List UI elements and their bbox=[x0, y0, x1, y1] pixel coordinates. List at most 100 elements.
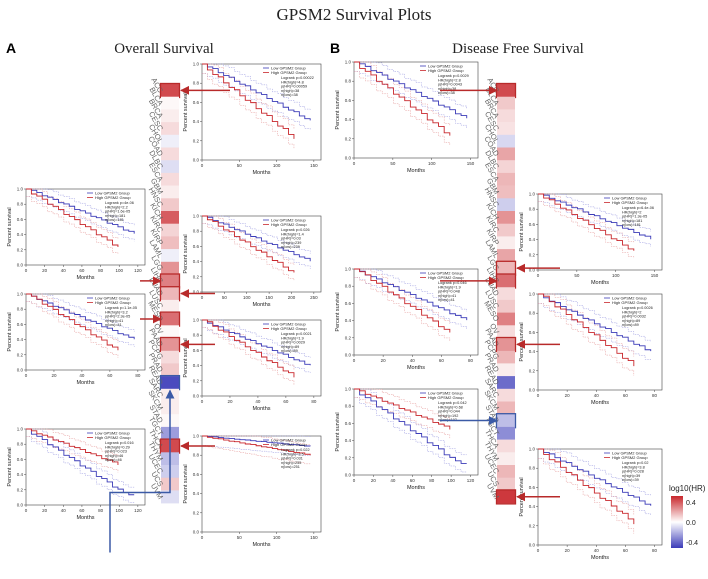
km-plot-os-luad: 0.0 0.2 0.4 0.6 0.8 1.0 0 50 100 150 200 250 Months P… bbox=[183, 214, 322, 308]
y-tick-label: 0.0 bbox=[345, 353, 352, 358]
y-tick-label: 0.4 bbox=[345, 438, 352, 443]
low-ci-lower bbox=[26, 196, 135, 242]
high-ci-lower bbox=[354, 277, 451, 342]
x-axis-label: Months bbox=[407, 365, 425, 371]
x-tick-label: 60 bbox=[283, 399, 289, 404]
dfs-cell-uvm bbox=[497, 490, 515, 504]
y-tick-label: 0.8 bbox=[193, 333, 200, 338]
high-ci-upper bbox=[538, 193, 635, 244]
x-tick-label: 0 bbox=[353, 161, 356, 166]
y-axis-label: Percent survival bbox=[183, 92, 189, 131]
stat-line: n(high)=192 bbox=[438, 414, 458, 418]
km-plot-dfs-uvm: 0.00.20.40.60.81.00 20 40 60 80MonthsPercent… bbox=[519, 447, 663, 561]
dfs-cell-cesc bbox=[497, 122, 515, 136]
x-tick-label: 150 bbox=[265, 295, 273, 300]
legend-low: Low GPSM2 Group bbox=[612, 296, 647, 301]
dfs-cell-kirc bbox=[497, 223, 515, 237]
os-cell-dlbc bbox=[161, 160, 179, 174]
x-tick-label: 20 bbox=[371, 478, 377, 483]
stat-line: n(high)=181 bbox=[622, 219, 642, 223]
km-plot-dfs-lihc: 0.0 0.2 0.4 0.6 0.8 1.0 0 20 40 60 80 Months Percent… bbox=[335, 267, 479, 371]
low-ci-lower bbox=[26, 436, 135, 503]
dfs-highlight-uvm bbox=[495, 489, 517, 505]
x-tick-label: 60 bbox=[623, 393, 629, 398]
stat-line: HR(high)=1.9 bbox=[438, 285, 461, 289]
y-tick-label: 0.8 bbox=[345, 79, 352, 84]
x-axis-label: Months bbox=[76, 275, 94, 281]
low-ci-upper bbox=[202, 215, 311, 254]
plot-frame bbox=[537, 293, 663, 391]
x-tick-label: 200 bbox=[288, 295, 296, 300]
high-ci-lower bbox=[354, 71, 451, 146]
low-group-curve bbox=[202, 63, 311, 121]
legend-high: High GPSM2 Group bbox=[612, 200, 648, 205]
y-tick-label: 0.2 bbox=[345, 335, 352, 340]
x-tick-label: 80 bbox=[98, 508, 104, 513]
y-tick-label: 0.2 bbox=[193, 378, 200, 383]
legend-high: High GPSM2 Group bbox=[271, 70, 307, 75]
y-tick-label: 0.2 bbox=[529, 252, 536, 257]
dfs-cell-acc bbox=[497, 84, 515, 97]
stat-line: Logrank p=0.046 bbox=[438, 281, 467, 285]
x-axis-label: Months bbox=[252, 406, 270, 412]
connector-arrows bbox=[109, 85, 560, 553]
stat-line: n(low)=239 bbox=[281, 245, 300, 249]
low-ci-upper bbox=[202, 319, 311, 358]
y-tick-label: 0.8 bbox=[529, 207, 536, 212]
high-group-curve bbox=[26, 188, 119, 248]
stat-line: n(low)=251 bbox=[281, 465, 300, 469]
x-tick-label: 100 bbox=[612, 273, 620, 278]
os-cell-ov bbox=[161, 325, 179, 339]
dfs-heatmap: ACCBLCABRCACESCCHOLCOADDLBCESCAGBMHNSCKI… bbox=[482, 76, 517, 505]
x-tick-label: 100 bbox=[273, 535, 281, 540]
y-tick-label: 0.8 bbox=[17, 307, 24, 312]
os-cell-kirc bbox=[161, 223, 179, 237]
x-tick-label: 80 bbox=[652, 393, 658, 398]
x-tick-label: 50 bbox=[222, 295, 228, 300]
high-ci-upper bbox=[354, 61, 451, 127]
os-cell-coad bbox=[161, 147, 179, 161]
y-tick-label: 0.8 bbox=[193, 81, 200, 86]
y-tick-label: 0.0 bbox=[529, 388, 536, 393]
km-plot-dfs-acc: 0.0 0.2 0.4 0.6 0.8 1.0 0 50 100 150 Months Percent… bbox=[335, 60, 479, 174]
high-ci-lower bbox=[202, 223, 295, 281]
low-ci-lower bbox=[202, 445, 311, 456]
y-tick-label: 0.6 bbox=[193, 244, 200, 249]
stat-line: HR(high)=1.4 bbox=[281, 232, 304, 236]
dfs-cell-read bbox=[497, 376, 515, 390]
stat-line: Logrank p=0.022 bbox=[281, 448, 310, 452]
stat-line: Logrank p=0.0021 bbox=[281, 332, 312, 336]
x-axis-label: Months bbox=[407, 485, 425, 491]
low-ci-lower bbox=[202, 223, 311, 269]
y-tick-label: 0.0 bbox=[345, 473, 352, 478]
dfs-cell-thym bbox=[497, 452, 515, 466]
y-tick-label: 1.0 bbox=[345, 267, 352, 272]
x-axis-label: Months bbox=[76, 380, 94, 386]
plot-frame bbox=[201, 435, 322, 533]
y-tick-label: 0.4 bbox=[345, 117, 352, 122]
y-tick-label: 0.2 bbox=[529, 368, 536, 373]
x-tick-label: 50 bbox=[237, 535, 243, 540]
stat-line: Logrank p=4e-06 bbox=[105, 201, 134, 205]
km-plot-os-read: 0.0 0.2 0.4 0.6 0.8 1.0 0 20 40 60 80 100 120 Months P… bbox=[7, 427, 146, 521]
dfs-cell-kirp bbox=[497, 236, 515, 250]
x-tick-label: 100 bbox=[428, 161, 436, 166]
legend-high: High GPSM2 Group bbox=[428, 68, 464, 73]
stat-line: p(HR)=0.048 bbox=[438, 290, 460, 294]
high-group-curve bbox=[26, 293, 119, 351]
stat-line: Logrank p=0.0029 bbox=[438, 74, 469, 78]
legend-high: High GPSM2 Group bbox=[271, 442, 307, 447]
dfs-cell-thca bbox=[497, 439, 515, 453]
high-ci-lower bbox=[538, 303, 635, 376]
dfs-cell-esca bbox=[497, 172, 515, 186]
stat-line: HR(high)=2 bbox=[622, 210, 642, 214]
stat-line: n(low)=41 bbox=[105, 323, 122, 327]
high-ci-lower bbox=[26, 301, 119, 358]
dfs-cell-chol bbox=[497, 134, 515, 148]
dfs-cell-stad bbox=[497, 414, 515, 428]
km-plot-os-paad: 0.0 0.2 0.4 0.6 0.8 1.0 0 20 40 60 80 Months Percent… bbox=[183, 318, 322, 412]
low-ci-upper bbox=[538, 448, 651, 497]
high-group-curve bbox=[354, 388, 451, 430]
x-tick-label: 40 bbox=[61, 268, 67, 273]
